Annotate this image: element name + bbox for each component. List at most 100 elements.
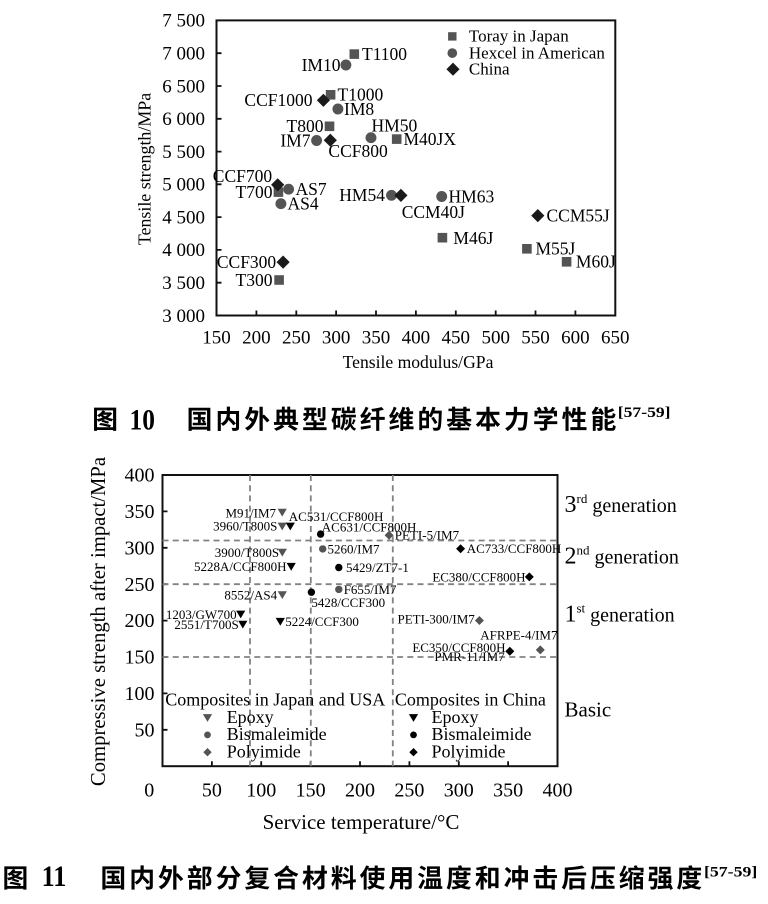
svg-text:T800: T800 bbox=[287, 116, 324, 136]
svg-text:AC531/CCF800H: AC531/CCF800H bbox=[289, 509, 384, 524]
svg-text:300: 300 bbox=[444, 780, 474, 802]
svg-text:0: 0 bbox=[144, 780, 154, 802]
svg-text:400: 400 bbox=[125, 465, 155, 487]
svg-text:300: 300 bbox=[125, 537, 155, 559]
svg-text:50: 50 bbox=[202, 780, 222, 802]
svg-text:100: 100 bbox=[246, 780, 276, 802]
svg-text:650: 650 bbox=[601, 327, 630, 348]
svg-text:3rd generation: 3rd generation bbox=[565, 491, 677, 518]
svg-text:CCF800: CCF800 bbox=[328, 141, 388, 161]
svg-text:7 000: 7 000 bbox=[162, 44, 205, 65]
svg-text:5260/IM7: 5260/IM7 bbox=[328, 541, 381, 556]
svg-text:M60J: M60J bbox=[576, 252, 616, 272]
svg-text:HM50: HM50 bbox=[372, 116, 418, 136]
svg-text:5429/ZT7-1: 5429/ZT7-1 bbox=[346, 560, 409, 575]
svg-text:HM63: HM63 bbox=[449, 186, 495, 206]
svg-text:3960/T800S: 3960/T800S bbox=[213, 518, 277, 533]
svg-text:11: 11 bbox=[42, 860, 67, 893]
svg-text:400: 400 bbox=[543, 780, 573, 802]
svg-text:5224/CCF300: 5224/CCF300 bbox=[285, 614, 359, 629]
svg-text:IM10: IM10 bbox=[302, 55, 341, 75]
svg-text:250: 250 bbox=[125, 574, 155, 596]
svg-text:250: 250 bbox=[282, 327, 311, 348]
svg-text:CCF300: CCF300 bbox=[217, 252, 277, 272]
svg-text:M55J: M55J bbox=[536, 239, 576, 259]
svg-text:3900/T800S: 3900/T800S bbox=[215, 545, 279, 560]
svg-text:50: 50 bbox=[135, 719, 155, 741]
svg-text:EC380/CCF800H: EC380/CCF800H bbox=[432, 569, 525, 584]
svg-text:IM7: IM7 bbox=[280, 130, 310, 150]
svg-text:150: 150 bbox=[202, 327, 231, 348]
svg-text:Toray in Japan: Toray in Japan bbox=[469, 27, 569, 46]
svg-text:Composites in Japan and USA: Composites in Japan and USA bbox=[165, 690, 385, 710]
svg-text:Epoxy: Epoxy bbox=[432, 707, 479, 727]
svg-text:600: 600 bbox=[561, 327, 590, 348]
svg-text:5228A/CCF800H: 5228A/CCF800H bbox=[194, 559, 286, 574]
svg-text:5 500: 5 500 bbox=[162, 142, 205, 163]
svg-text:550: 550 bbox=[521, 327, 550, 348]
svg-text:EC350/CCF800H: EC350/CCF800H bbox=[412, 640, 505, 655]
svg-text:PETI-300/IM7: PETI-300/IM7 bbox=[398, 611, 476, 626]
svg-text:1st generation: 1st generation bbox=[565, 601, 675, 628]
svg-text:6 500: 6 500 bbox=[162, 76, 205, 97]
svg-text:400: 400 bbox=[402, 327, 431, 348]
svg-text:Composites in China: Composites in China bbox=[395, 690, 546, 710]
svg-text:CCM40J: CCM40J bbox=[402, 202, 465, 222]
svg-text:3 000: 3 000 bbox=[162, 306, 205, 327]
svg-text:CCM55J: CCM55J bbox=[547, 206, 610, 226]
svg-text:Hexcel in American: Hexcel in American bbox=[469, 43, 605, 62]
svg-text:PMR-11/IM7: PMR-11/IM7 bbox=[434, 649, 505, 664]
svg-text:AC631/CCF800H: AC631/CCF800H bbox=[322, 520, 417, 535]
svg-text:T1100: T1100 bbox=[362, 44, 407, 64]
svg-text:10: 10 bbox=[130, 403, 155, 436]
svg-text:6 000: 6 000 bbox=[162, 109, 205, 130]
svg-text:200: 200 bbox=[125, 610, 155, 632]
svg-text:T300: T300 bbox=[236, 270, 273, 290]
svg-text:M91/IM7: M91/IM7 bbox=[225, 505, 276, 520]
svg-text:Tensile modulus/GPa: Tensile modulus/GPa bbox=[343, 352, 494, 372]
svg-text:AFRPE-4/IM7: AFRPE-4/IM7 bbox=[480, 628, 558, 643]
svg-text:[57-59]: [57-59] bbox=[704, 864, 757, 880]
svg-text:250: 250 bbox=[394, 780, 424, 802]
svg-text:Compressive strength after imp: Compressive strength after impact/MPa bbox=[88, 457, 110, 786]
svg-text:450: 450 bbox=[442, 327, 471, 348]
svg-text:T1000: T1000 bbox=[338, 85, 384, 105]
svg-text:AS7: AS7 bbox=[296, 179, 327, 199]
svg-text:4 500: 4 500 bbox=[162, 207, 205, 228]
svg-text:Basic: Basic bbox=[565, 697, 612, 721]
svg-text:5428/CCF300: 5428/CCF300 bbox=[311, 595, 385, 610]
svg-text:150: 150 bbox=[296, 780, 326, 802]
svg-text:300: 300 bbox=[322, 327, 351, 348]
svg-text:AS4: AS4 bbox=[288, 194, 319, 214]
svg-text:PETI-5/IM7: PETI-5/IM7 bbox=[395, 527, 460, 542]
svg-text:M40JX: M40JX bbox=[404, 129, 457, 149]
svg-text:350: 350 bbox=[125, 501, 155, 523]
svg-text:AC733/CCF800H: AC733/CCF800H bbox=[467, 541, 562, 556]
svg-text:1203/GW700: 1203/GW700 bbox=[166, 607, 237, 622]
svg-text:4 000: 4 000 bbox=[162, 240, 205, 261]
svg-text:350: 350 bbox=[493, 780, 523, 802]
svg-text:7 500: 7 500 bbox=[162, 11, 205, 32]
svg-text:Service temperature/°C: Service temperature/°C bbox=[263, 810, 460, 834]
svg-text:HM54: HM54 bbox=[339, 185, 385, 205]
svg-text:Bismaleimide: Bismaleimide bbox=[227, 724, 327, 744]
svg-text:200: 200 bbox=[242, 327, 271, 348]
svg-text:100: 100 bbox=[125, 683, 155, 705]
svg-text:CCF700: CCF700 bbox=[213, 166, 273, 186]
svg-text:T700: T700 bbox=[236, 182, 273, 202]
svg-text:2nd generation: 2nd generation bbox=[565, 543, 679, 570]
svg-text:IM8: IM8 bbox=[344, 99, 374, 119]
svg-text:Tensile strength/MPa: Tensile strength/MPa bbox=[134, 93, 154, 245]
svg-text:200: 200 bbox=[345, 780, 375, 802]
svg-text:M46J: M46J bbox=[453, 228, 493, 248]
svg-text:Bismaleimide: Bismaleimide bbox=[432, 724, 532, 744]
svg-text:Polyimide: Polyimide bbox=[227, 741, 301, 761]
svg-text:500: 500 bbox=[481, 327, 510, 348]
svg-text:F655/IM7: F655/IM7 bbox=[344, 582, 397, 597]
svg-text:Epoxy: Epoxy bbox=[227, 707, 274, 727]
svg-text:5 000: 5 000 bbox=[162, 175, 205, 196]
svg-text:8552/AS4: 8552/AS4 bbox=[224, 588, 277, 603]
svg-text:China: China bbox=[469, 60, 510, 79]
svg-text:2551/T700S: 2551/T700S bbox=[174, 617, 238, 632]
svg-text:350: 350 bbox=[362, 327, 391, 348]
